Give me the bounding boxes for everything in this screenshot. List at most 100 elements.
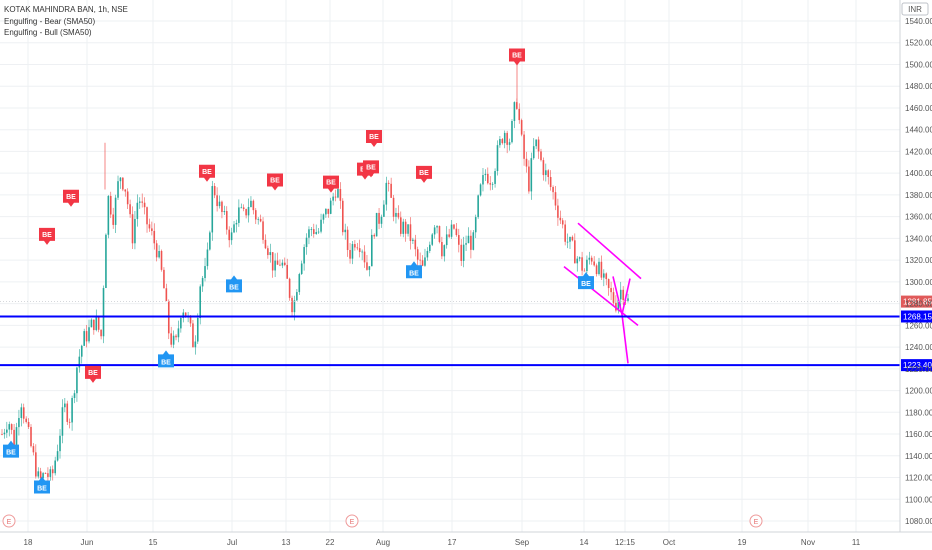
candle-body — [170, 333, 172, 345]
flag-shape — [267, 173, 283, 191]
last-price-tag — [901, 295, 932, 308]
price-tick: 1500.00 — [905, 60, 932, 69]
event-marker-icon[interactable]: E — [345, 514, 359, 528]
trendline[interactable] — [621, 314, 629, 364]
candle-body — [73, 393, 76, 398]
candle-body — [228, 229, 230, 241]
trendline[interactable] — [621, 278, 631, 315]
price-tick: 1440.00 — [905, 126, 932, 135]
event-label: E — [350, 519, 355, 526]
bull-engulfing-flag[interactable]: BE — [34, 476, 50, 494]
candle-body — [310, 229, 313, 230]
candle-body — [458, 235, 460, 245]
candle-body — [1, 434, 3, 435]
indicator-bull-label[interactable]: Engulfing - Bull (SMA50) — [4, 28, 92, 37]
candle-body — [223, 211, 226, 213]
candle-body — [3, 432, 6, 435]
candle-body — [351, 244, 354, 259]
candle-body — [305, 237, 308, 248]
bear-engulfing-flag[interactable]: BE — [267, 173, 283, 191]
signal-flags: BEBEBEBEBEBEBEBEBEBEBEBEBEBEBEBEBE — [3, 48, 594, 494]
candle-body — [141, 201, 143, 203]
candle-body — [35, 452, 37, 477]
flag-label: BE — [66, 194, 76, 201]
bull-engulfing-flag[interactable]: BE — [226, 275, 242, 293]
candle-body — [233, 224, 235, 233]
candle-body — [216, 195, 218, 207]
price-tick: 1300.00 — [905, 278, 932, 287]
flag-shape — [406, 261, 422, 279]
bear-engulfing-flag[interactable]: BE — [199, 164, 215, 182]
candle-body — [325, 208, 327, 215]
candle-body — [370, 234, 373, 267]
candle-body — [506, 132, 508, 145]
candle-body — [160, 250, 163, 270]
time-tick: 19 — [738, 538, 747, 547]
candle-body — [262, 221, 264, 240]
time-tick: 22 — [326, 538, 335, 547]
bear-engulfing-flag[interactable]: BE — [39, 227, 55, 245]
currency-badge[interactable] — [901, 2, 929, 16]
event-marker-icon[interactable]: E — [2, 514, 16, 528]
flag-shape — [366, 130, 382, 147]
candle-body — [470, 235, 472, 250]
candle-body — [574, 240, 576, 264]
candle-body — [482, 175, 484, 185]
candle-body — [487, 173, 489, 184]
candle-body — [462, 244, 465, 261]
candle-body — [85, 331, 88, 342]
candle-body — [100, 329, 102, 337]
candle-body — [259, 218, 262, 222]
candle-body — [385, 182, 388, 205]
bull-engulfing-flag[interactable]: BE — [578, 272, 594, 290]
candle-body — [627, 298, 629, 301]
candle-body — [358, 248, 361, 252]
bear-engulfing-flag[interactable]: BE — [323, 175, 339, 193]
bear-engulfing-flag[interactable]: BE — [509, 48, 525, 66]
candle-body — [78, 356, 81, 368]
bear-engulfing-flag[interactable]: BE — [63, 189, 79, 207]
candle-body — [76, 367, 78, 394]
candle-body — [436, 226, 438, 228]
bull-engulfing-flag[interactable]: BE — [3, 440, 19, 458]
candle-body — [269, 252, 272, 256]
price-tick: 1480.00 — [905, 82, 932, 91]
price-tick: 1540.00 — [905, 17, 932, 26]
candle-body — [465, 243, 467, 245]
flag-label: BE — [161, 359, 171, 366]
candle-body — [279, 264, 281, 266]
candle-body — [42, 473, 44, 479]
flag-label: BE — [88, 370, 98, 377]
bull-engulfing-flag[interactable]: BE — [158, 350, 174, 368]
bear-engulfing-flag[interactable]: BE — [416, 165, 432, 183]
candle-body — [286, 264, 289, 279]
price-tick: 1100.00 — [905, 495, 932, 504]
bear-engulfing-flag[interactable]: BE — [85, 365, 101, 383]
symbol-title[interactable]: KOTAK MAHINDRA BAN, 1h, NSE — [4, 5, 128, 14]
flag-shape — [578, 272, 594, 290]
candle-body — [615, 302, 617, 311]
bear-engulfing-flag[interactable]: BE — [366, 130, 382, 147]
indicator-bear-label[interactable]: Engulfing - Bear (SMA50) — [4, 17, 96, 26]
candle-body — [344, 229, 347, 233]
candle-body — [64, 403, 66, 408]
candle-body — [409, 224, 412, 241]
candle-body — [586, 259, 588, 272]
candle-body — [530, 158, 533, 192]
flag-label: BE — [419, 170, 429, 177]
candle-body — [56, 451, 59, 461]
event-marker-icon[interactable]: E — [749, 514, 763, 528]
bull-engulfing-flag[interactable]: BE — [406, 261, 422, 279]
candle-body — [397, 212, 400, 218]
bear-engulfing-flag[interactable]: BE — [363, 160, 379, 178]
candle-body — [59, 435, 61, 452]
candle-body — [6, 429, 8, 433]
candle-body — [443, 245, 446, 257]
price-tick: 1400.00 — [905, 169, 932, 178]
candle-body — [583, 270, 586, 272]
trendline[interactable] — [612, 276, 623, 315]
price-tick: 1220.00 — [905, 365, 932, 374]
time-tick: 11 — [852, 538, 861, 547]
trendline[interactable] — [577, 222, 642, 280]
